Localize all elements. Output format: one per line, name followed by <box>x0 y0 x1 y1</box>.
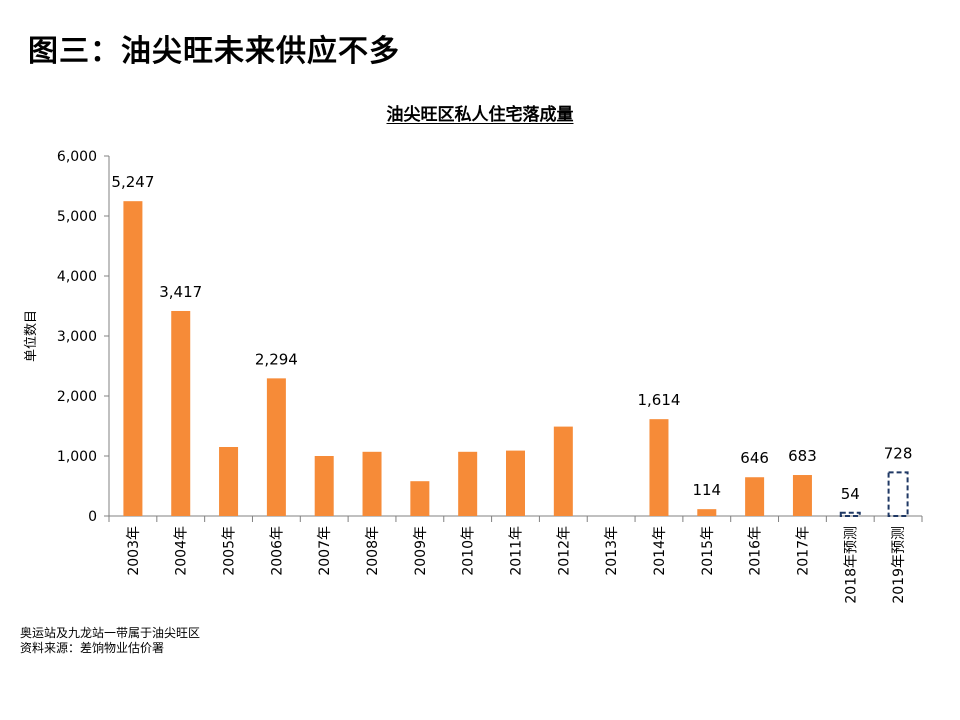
x-tick-label: 2010年 <box>461 526 477 576</box>
bar <box>123 201 143 516</box>
footnotes: 奥运站及九龙站一带属于油尖旺区 资料来源：差饷物业估价署 <box>20 626 200 656</box>
chart-title-text: 油尖旺区私人住宅落成量 <box>386 105 574 125</box>
x-tick-label: 2004年 <box>174 526 190 576</box>
x-tick-label: 2017年 <box>795 526 811 576</box>
data-label: 54 <box>841 485 860 503</box>
y-tick-label: 1,000 <box>57 449 97 465</box>
bar <box>792 475 812 516</box>
bar <box>553 426 573 516</box>
bar <box>697 509 717 516</box>
y-tick-label: 4,000 <box>57 269 97 285</box>
x-tick-label: 2008年 <box>365 526 381 576</box>
x-tick-label: 2011年 <box>509 526 525 576</box>
x-tick-label: 2007年 <box>317 526 333 576</box>
x-tick-label: 2012年 <box>556 526 572 576</box>
x-tick-label: 2003年 <box>126 526 142 576</box>
bar <box>649 419 669 516</box>
bar <box>219 447 239 516</box>
x-tick-label: 2009年 <box>413 526 429 576</box>
y-tick-label: 0 <box>88 509 97 525</box>
x-tick-label: 2014年 <box>652 526 668 576</box>
y-axis-title: 单位数目 <box>24 310 39 362</box>
bar <box>410 481 430 516</box>
bar <box>362 451 382 516</box>
x-tick-label: 2016年 <box>748 526 764 576</box>
x-tick-label: 2013年 <box>604 526 620 576</box>
bar <box>171 310 191 516</box>
y-tick-label: 6,000 <box>57 149 97 165</box>
data-label: 646 <box>740 449 769 467</box>
footnote-source: 资料来源：差饷物业估价署 <box>20 641 165 655</box>
x-tick-label: 2006年 <box>269 526 285 576</box>
y-tick-label: 2,000 <box>57 389 97 405</box>
bar <box>458 451 478 516</box>
x-tick-label: 2018年预测 <box>843 526 859 604</box>
data-label: 728 <box>884 444 913 462</box>
footnote-area: 奥运站及九龙站一带属于油尖旺区 <box>20 626 201 640</box>
bar <box>745 477 765 516</box>
x-tick-label: 2019年预测 <box>891 526 907 604</box>
bar <box>314 456 334 516</box>
data-label: 3,417 <box>159 283 202 301</box>
bar-forecast <box>887 471 909 518</box>
page-title: 图三：油尖旺未来供应不多 <box>28 34 400 69</box>
data-label: 2,294 <box>255 350 298 368</box>
data-label: 1,614 <box>637 391 680 409</box>
y-tick-label: 3,000 <box>57 329 97 345</box>
data-label: 114 <box>692 481 721 499</box>
chart-title: 油尖旺区私人住宅落成量 <box>0 100 960 125</box>
bar <box>506 450 525 516</box>
x-tick-label: 2005年 <box>222 526 238 576</box>
y-tick-label: 5,000 <box>57 209 97 225</box>
data-label: 683 <box>788 447 817 465</box>
data-label: 5,247 <box>111 173 154 191</box>
bar <box>266 378 286 516</box>
bar-forecast <box>839 511 861 518</box>
x-tick-label: 2015年 <box>700 526 716 576</box>
